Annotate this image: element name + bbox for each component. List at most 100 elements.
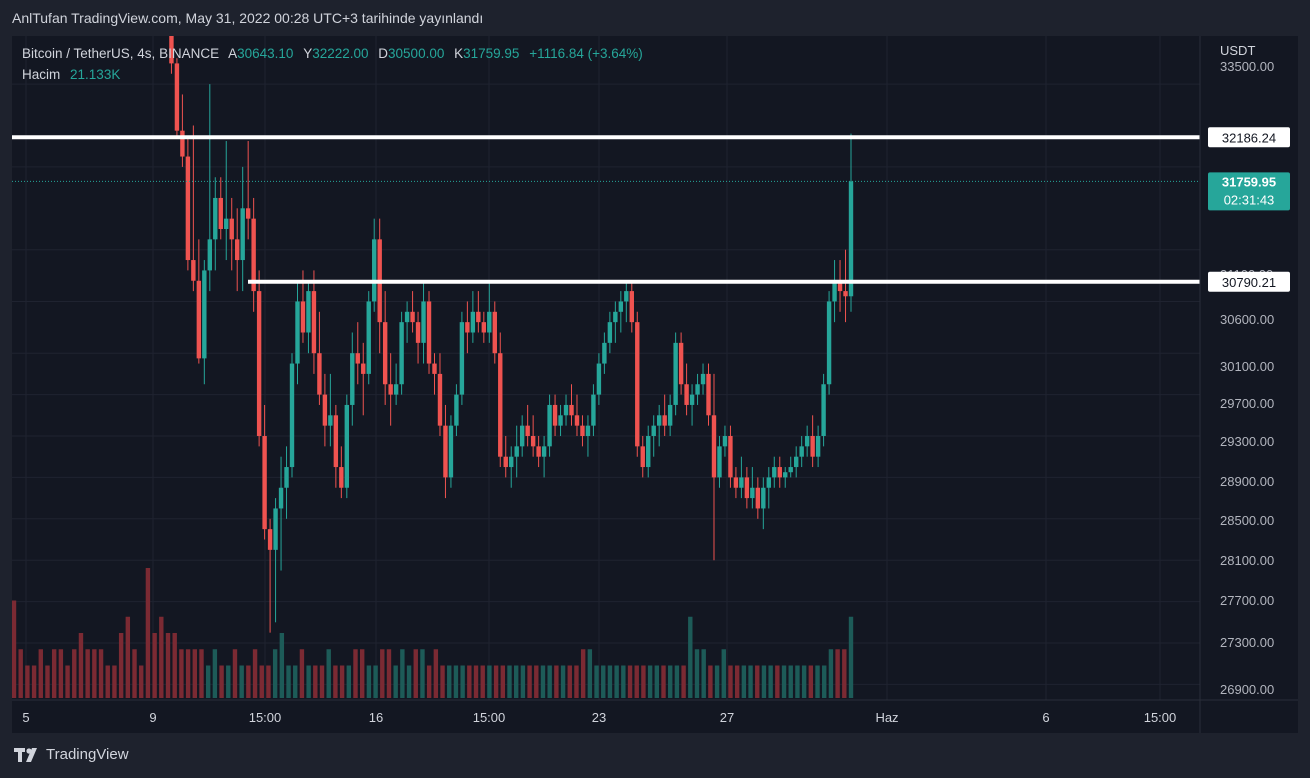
volume-bar <box>500 665 506 698</box>
price-tick-label: 29700.00 <box>1220 396 1274 411</box>
candle-body <box>793 456 799 468</box>
candle-body <box>339 467 344 488</box>
price-tick-label: 33500.00 <box>1220 59 1274 74</box>
candle-body <box>295 301 300 364</box>
candle-body <box>525 425 530 436</box>
candle-body <box>399 322 404 385</box>
volume-bar <box>306 665 311 698</box>
volume-bar <box>413 649 418 698</box>
volume-bar <box>493 665 499 698</box>
candle-body <box>744 477 750 499</box>
candle-body <box>591 394 596 426</box>
volume-bar <box>333 665 338 698</box>
volume-bar <box>279 633 285 698</box>
volume-bar <box>105 665 110 698</box>
volume-bar <box>45 665 50 698</box>
volume-bar <box>828 649 834 698</box>
price-tick-label: 28100.00 <box>1220 553 1274 568</box>
candle-body <box>799 446 804 457</box>
volume-bar <box>714 665 720 698</box>
candle-body <box>629 291 634 323</box>
candle-body <box>317 353 322 395</box>
chart-panel[interactable]: Bitcoin / TetherUS, 4s, BINANCE A30643.1… <box>12 36 1298 733</box>
candle-body <box>613 311 618 323</box>
volume-bar <box>420 649 425 698</box>
tradingview-brand: TradingView <box>46 746 129 763</box>
volume-bar <box>159 616 164 698</box>
volume-bar <box>547 665 552 698</box>
volume-bar <box>634 665 639 698</box>
time-tick-label: 9 <box>149 710 156 725</box>
volume-bar <box>848 616 854 698</box>
level-price-label: 30790.21 <box>1222 275 1276 290</box>
candle-body <box>191 260 196 281</box>
volume-label[interactable]: Hacim <box>22 67 61 82</box>
volume-bar <box>226 665 231 698</box>
level-price-label: 32186.24 <box>1222 130 1276 145</box>
candles <box>169 36 854 633</box>
candle-body <box>224 218 229 229</box>
volume-bar <box>453 665 459 698</box>
candle-body <box>821 384 826 436</box>
time-tick-label: 5 <box>22 710 29 725</box>
time-tick-label: 23 <box>592 710 606 725</box>
candle-body <box>487 311 492 333</box>
candle-body <box>300 301 306 333</box>
volume-bar <box>359 649 365 698</box>
symbol-label[interactable]: Bitcoin / TetherUS, 4s, BINANCE <box>22 46 220 61</box>
volume-bar <box>835 649 840 698</box>
volume-bar <box>152 633 157 698</box>
candle-body <box>185 156 191 261</box>
volume-bar <box>674 665 680 698</box>
candle-body <box>311 291 317 354</box>
volume-bar <box>788 665 793 698</box>
volume-bar <box>741 665 747 698</box>
candle-body <box>574 415 580 426</box>
candle-body <box>673 342 678 405</box>
candle-body <box>519 425 525 447</box>
candle-body <box>393 384 399 395</box>
candle-body <box>213 197 218 240</box>
candle-body <box>410 311 415 323</box>
volume-bar <box>755 665 760 698</box>
volume-bar <box>366 665 372 698</box>
candlestick-chart[interactable]: 26900.00 27300.00 27700.00 28100.00 28500.00… <box>12 36 1298 733</box>
volume-bar <box>406 665 412 698</box>
volume-bar <box>554 665 559 698</box>
price-tick-label: 27300.00 <box>1220 635 1274 650</box>
candle-body <box>733 477 739 488</box>
volume-bar <box>293 665 298 698</box>
candle-body <box>706 373 711 416</box>
volume-bar <box>487 665 492 698</box>
tradingview-footer[interactable]: TradingView <box>14 746 129 763</box>
candle-body <box>333 415 339 468</box>
candle-body <box>728 436 733 478</box>
price-tick-label: 29300.00 <box>1220 434 1274 449</box>
volume-bar <box>78 633 84 698</box>
candle-body <box>569 404 574 416</box>
candle-body <box>470 311 476 333</box>
volume-bar <box>25 665 30 698</box>
candle-body <box>826 301 832 385</box>
volume-bar <box>560 665 566 698</box>
volume-bar <box>473 665 479 698</box>
candle-body <box>602 342 607 364</box>
candle-body <box>476 311 481 323</box>
candle-body <box>481 322 487 333</box>
candle-body <box>465 322 470 333</box>
volume-bar <box>520 665 526 698</box>
candle-body <box>772 467 777 478</box>
countdown-label: 02:31:43 <box>1224 192 1275 207</box>
volume-bar <box>534 665 539 698</box>
time-tick-label: Haz <box>875 710 898 725</box>
candle-body <box>218 197 223 229</box>
volume-bar <box>51 649 57 698</box>
volume-bar <box>373 665 378 698</box>
candle-body <box>278 487 284 509</box>
volume-bar <box>614 665 619 698</box>
candle-body <box>651 425 656 436</box>
candle-body <box>722 436 728 447</box>
candle-body <box>344 404 350 488</box>
volume-bar <box>527 665 532 698</box>
price-axis-bg <box>1200 36 1298 733</box>
